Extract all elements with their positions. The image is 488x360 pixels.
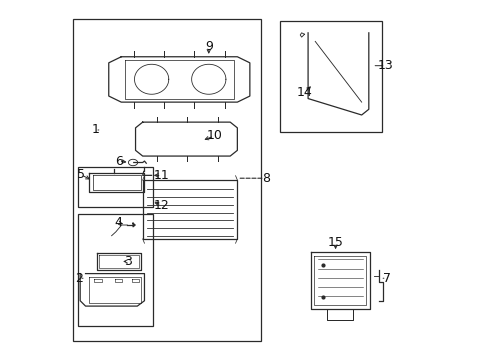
Polygon shape (307, 33, 368, 115)
Bar (73, 19, 260, 341)
Text: 10: 10 (206, 129, 222, 142)
Text: 7: 7 (382, 272, 390, 285)
Bar (280, 21, 381, 132)
Text: 6: 6 (115, 154, 122, 167)
Text: 1: 1 (91, 123, 99, 136)
Text: 11: 11 (153, 169, 169, 182)
Text: 15: 15 (327, 236, 343, 249)
Text: 8: 8 (262, 172, 269, 185)
Bar (78, 214, 153, 327)
Text: 3: 3 (124, 255, 132, 268)
Text: 9: 9 (204, 40, 212, 53)
Bar (78, 167, 153, 207)
Text: 13: 13 (377, 59, 393, 72)
Text: 14: 14 (296, 86, 312, 99)
Text: 2: 2 (75, 272, 83, 285)
Text: 5: 5 (77, 168, 85, 181)
Text: 4: 4 (115, 216, 122, 229)
Text: 12: 12 (153, 198, 169, 212)
